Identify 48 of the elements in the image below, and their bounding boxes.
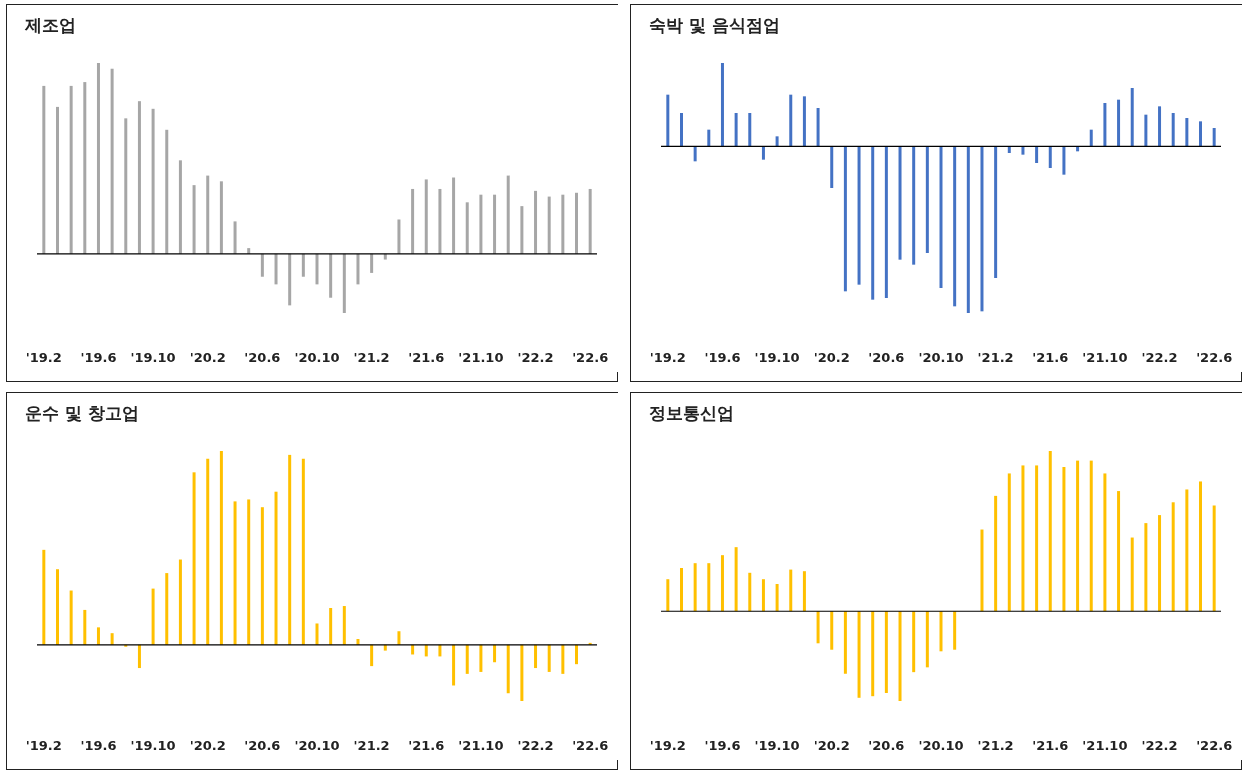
chart-title: 운수 및 창고업 [25,403,140,423]
x-tick-label: '21.10 [458,349,504,365]
x-tick-label: '21.6 [1032,737,1069,753]
x-tick-label: '20.6 [244,349,281,365]
x-tick-label: '19.6 [704,349,741,365]
x-tick-label: '20.2 [813,349,850,365]
x-tick-label: '20.10 [294,349,340,365]
x-tick-label: '21.2 [353,349,390,365]
x-tick-label: '20.2 [813,737,850,753]
x-tick-label: '20.10 [294,737,340,753]
x-tick-label: '19.10 [754,349,800,365]
x-tick-label: '22.6 [572,737,609,753]
chart-title: 숙박 및 음식점업 [649,15,781,35]
x-tick-label: '21.6 [1032,349,1069,365]
x-tick-label: '19.10 [130,349,176,365]
x-tick-label: '21.2 [353,737,390,753]
x-tick-label: '19.10 [130,737,176,753]
x-tick-label: '21.10 [1082,737,1128,753]
x-tick-label: '21.6 [408,737,445,753]
x-tick-label: '19.2 [25,737,62,753]
chart-title: 정보통신업 [649,403,735,423]
x-tick-label: '20.6 [868,737,905,753]
x-tick-label: '19.6 [704,737,741,753]
x-tick-label: '19.2 [649,737,686,753]
x-tick-label: '20.6 [244,737,281,753]
x-tick-label: '19.2 [649,349,686,365]
x-tick-label: '21.10 [458,737,504,753]
x-tick-label: '21.2 [977,737,1014,753]
x-tick-label: '21.2 [977,349,1014,365]
x-tick-label: '19.2 [25,349,62,365]
x-tick-label: '19.10 [754,737,800,753]
x-tick-label: '22.6 [1196,349,1233,365]
chart-title: 제조업 [24,15,77,35]
x-tick-label: '20.2 [189,349,226,365]
x-tick-label: '22.2 [517,349,554,365]
x-tick-label: '22.6 [572,349,609,365]
x-tick-label: '22.2 [517,737,554,753]
x-tick-label: '20.10 [918,737,964,753]
x-tick-label: '20.10 [918,349,964,365]
x-tick-label: '20.6 [868,349,905,365]
x-tick-label: '22.6 [1196,737,1233,753]
x-tick-label: '19.6 [80,349,117,365]
x-tick-label: '22.2 [1141,349,1178,365]
x-tick-label: '22.2 [1141,737,1178,753]
x-tick-label: '21.6 [408,349,445,365]
x-tick-label: '19.6 [80,737,117,753]
x-tick-label: '20.2 [189,737,226,753]
x-tick-label: '21.10 [1082,349,1128,365]
